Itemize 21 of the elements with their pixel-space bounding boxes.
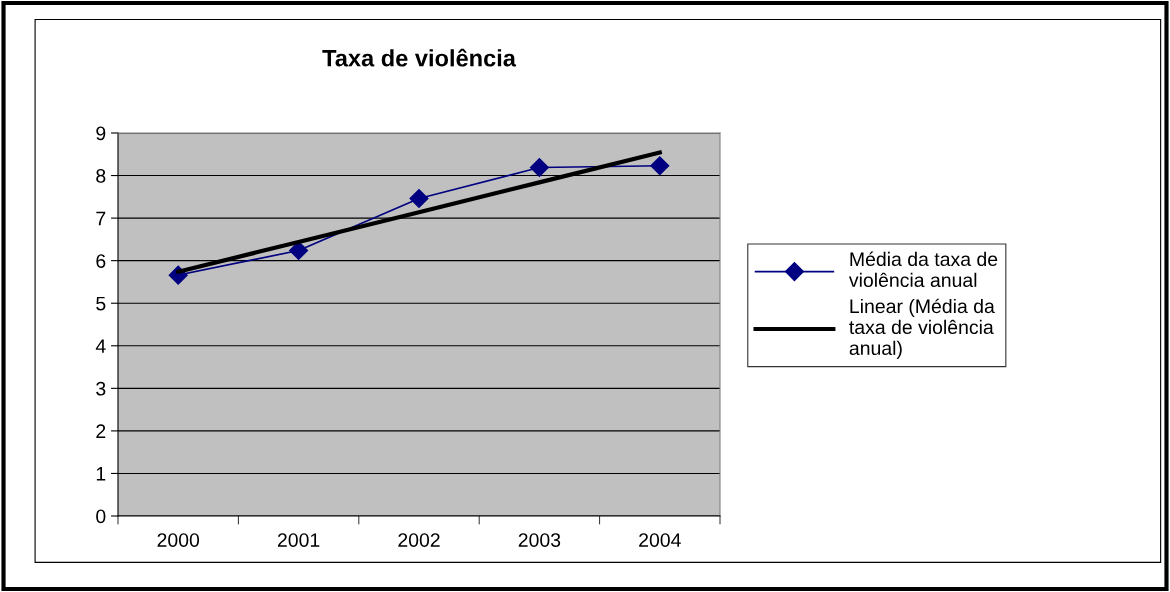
point [529, 157, 549, 178]
legend-label: Linear (Média da taxa de violência anual) [849, 298, 995, 359]
y-tick-label: 6 [96, 254, 106, 268]
y-tick-label: 5 [96, 296, 106, 311]
y-tick-label: 0 [96, 509, 106, 524]
legend-label: Média da taxa de violência anual [848, 251, 998, 288]
y-tick-label: 8 [96, 169, 106, 183]
chart-title: Taxa de violência [322, 48, 517, 67]
y-tick-label: 1 [96, 467, 106, 481]
point [409, 189, 429, 209]
y-tick-label: 7 [96, 211, 106, 226]
y-tick-label: 3 [96, 381, 106, 396]
y-tick-label: 2 [96, 424, 106, 438]
x-tick-label: 2004 [639, 533, 681, 547]
y-tick-label: 4 [95, 339, 106, 353]
x-tick-label: 2000 [157, 533, 200, 547]
x-tick-label: 2003 [518, 533, 561, 547]
point [650, 156, 670, 176]
y-tick-label: 9 [96, 126, 106, 141]
x-tick-label: 2001 [277, 533, 320, 547]
x-tick-label: 2002 [398, 533, 440, 547]
